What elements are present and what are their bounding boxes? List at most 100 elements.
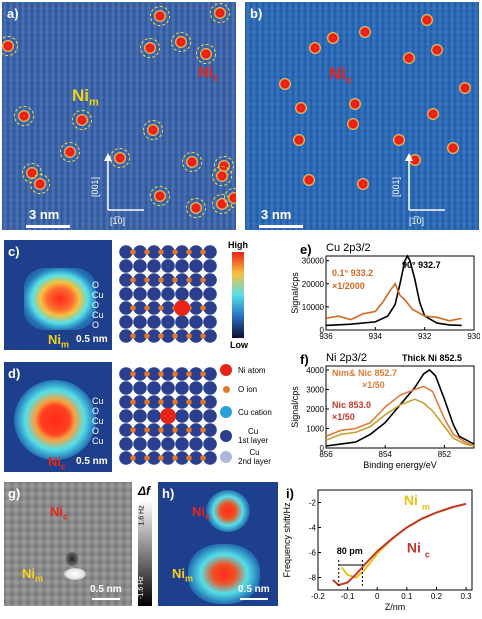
ni-adatom [210,3,230,23]
cu-1st-layer-atom [161,259,175,273]
ni-m-sub-i: m [422,502,430,512]
cu-1st-layer-atom [133,451,147,465]
x-tick-label: -0.2 [311,592,325,601]
ni-m-bright-spot [64,568,86,580]
axes-arrows-b [405,153,445,211]
cu-1st-layer-atom [175,451,189,465]
series-line [325,398,475,447]
ni-m-label-c: Nim [48,332,70,350]
cu-1st-layer-atom [203,451,217,465]
df-colorbar-bottom: -1.6 Hz [137,576,145,599]
ni-adatom [349,98,361,110]
legend-swatch [220,364,232,376]
annot-c-scale: ×1/50 [332,412,355,422]
cu-1st-layer-atom [189,329,203,343]
o-ion [186,427,192,433]
o-ion [186,333,192,339]
ni-c-label-i: Ni [407,540,421,556]
series-line [325,254,462,327]
scale-label-d: 0.5 nm [76,456,108,467]
o-ion [144,427,150,433]
ni-adatom [427,108,439,120]
cu-1st-layer-atom [189,273,203,287]
o-ion [186,399,192,405]
df-colorbar [138,500,152,606]
cu-1st-layer-atom [161,367,175,381]
ni-adatom [393,134,405,146]
y-axis-label: Frequency shift/Hz [282,502,292,578]
afm-image-g: g) Nic Nim 0.5 nm [4,482,132,606]
o-ion [172,371,178,377]
stm-image-d: d) Cu O Cu O Cu Nic 0.5 nm [4,362,112,472]
o-ion [200,277,206,283]
cu-1st-layer-atom [189,409,203,423]
ni-adatom [303,174,315,186]
o-ion [200,455,206,461]
cu-1st-layer-atom [189,451,203,465]
ni-adatom [347,118,359,130]
cu-1st-layer-atom [189,367,203,381]
cu-1st-layer-atom [119,451,133,465]
atom-label-d-1: O [92,406,100,416]
panel-label-i: i) [286,486,294,501]
cu-1st-layer-atom [161,287,175,301]
cu-1st-layer-atom [133,367,147,381]
x-axis-label: Z/nm [385,602,406,612]
cu-1st-layer-atom [203,315,217,329]
cu-1st-layer-atom [133,273,147,287]
atom-label-d-2: Cu [92,416,104,426]
cu-1st-layer-atom [175,287,189,301]
cu-1st-layer-atom [147,409,161,423]
ni-atom [174,300,190,316]
scale-label-c: 0.5 nm [76,334,108,345]
atom-label-d-3: O [92,426,100,436]
axis-001-b: [001] [391,176,402,198]
cu-1st-layer-atom [119,315,133,329]
cu-1st-layer-atom [175,437,189,451]
cu-1st-layer-atom [175,315,189,329]
legend-swatch [220,430,232,442]
legend-swatch [220,451,232,463]
cu-1st-layer-atom [203,423,217,437]
cu-1st-layer-atom [175,273,189,287]
legend-label: O ion [238,385,258,394]
ni-adatom [186,198,206,218]
series-line [332,502,467,587]
ni-adatom [182,152,202,172]
ni-adatom [403,52,415,64]
axes-arrows-a [104,153,144,211]
cu-1st-layer-atom [133,437,147,451]
stm-image-b: b) Nic 3 nm [001] [1̅0] [245,2,479,230]
o-ion [130,249,136,255]
cu-1st-layer-atom [133,315,147,329]
ni-c-label-d: Nic [48,454,67,472]
o-ion [158,427,164,433]
o-ion [130,277,136,283]
cu-1st-layer-atom [119,329,133,343]
o-ion [158,333,164,339]
cu-1st-layer-atom [203,381,217,395]
x-tick-label: 0.2 [431,592,443,601]
cu-1st-layer-atom [119,367,133,381]
o-ion [172,333,178,339]
cu-1st-layer-atom [119,287,133,301]
y-tick-label: 20000 [302,280,325,289]
o-ion [158,371,164,377]
cu-1st-layer-atom [175,367,189,381]
cu-1st-layer-atom [203,245,217,259]
cu-1st-layer-atom [133,259,147,273]
o-ion [130,333,136,339]
series-line [325,368,475,447]
o-ion [130,427,136,433]
cu-1st-layer-atom [161,315,175,329]
cu-1st-layer-atom [175,423,189,437]
cu-1st-layer-atom [189,423,203,437]
o-ion [158,455,164,461]
y-tick-label: 1000 [306,424,324,433]
cu-1st-layer-atom [161,301,175,315]
o-ion [186,371,192,377]
annot-mc-scale: ×1/50 [362,380,385,390]
cu-1st-layer-atom [133,329,147,343]
scale-label-a: 3 nm [29,207,60,222]
panel-label-f: f) [300,352,309,367]
